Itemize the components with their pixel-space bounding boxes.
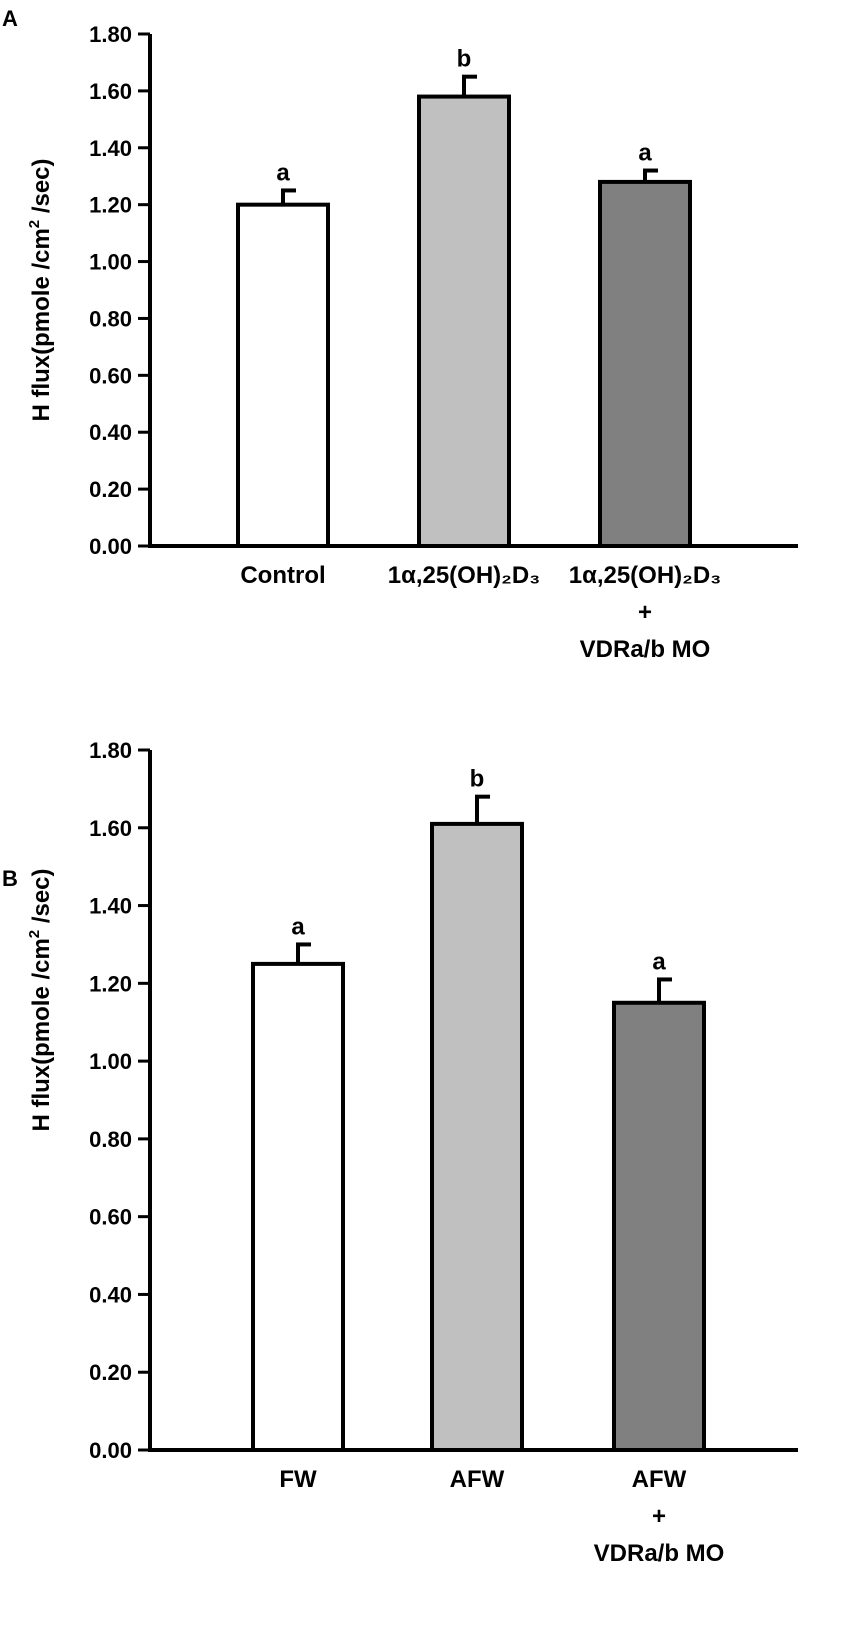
category-label: 1α,25(OH)₂D₃ (388, 562, 541, 589)
category-label: + (638, 599, 652, 626)
significance-labels: a b a (276, 46, 652, 187)
significance-label: b (457, 46, 472, 73)
bar (417, 94, 511, 548)
y-tick-label: 1.20 (89, 193, 132, 218)
bar (612, 1000, 706, 1452)
y-tick-label: 0.20 (89, 1360, 132, 1385)
panel-b: B H flux(pmole /cm2 /sec) 0.000.200.400.… (2, 738, 798, 1567)
y-tick-label: 0.40 (89, 420, 132, 445)
error-bars (281, 74, 658, 205)
significance-label: a (276, 159, 290, 186)
panel-label: A (2, 6, 18, 31)
y-ticks: 0.00 0.20 0.40 0.60 0.80 1.00 1.20 1.40 1.60 1.80 (89, 22, 150, 559)
y-tick-label: 0.60 (89, 363, 132, 388)
category-label: VDRa/b MO (594, 1540, 725, 1567)
category-label: AFW (632, 1466, 687, 1493)
bars (236, 94, 692, 549)
error-bars (296, 794, 672, 1003)
bar (251, 961, 345, 1453)
category-label: VDRa/b MO (580, 636, 711, 663)
y-ticks: 0.00 0.20 0.40 0.60 0.80 1.00 1.20 1.40 1.60 1.80 (89, 738, 150, 1463)
panel-label: B (2, 866, 18, 891)
panel-a: A H flux(pmole /cm2 /sec) 0.000.200.400.… (2, 6, 798, 663)
y-tick-label: 1.60 (89, 79, 132, 104)
significance-label: a (652, 948, 666, 975)
bars (251, 821, 706, 1453)
y-tick-label: 1.80 (89, 22, 132, 47)
significance-label: b (470, 766, 485, 793)
category-label: + (652, 1503, 666, 1530)
category-labels: Control 1α,25(OH)₂D₃ 1α,25(OH)₂D₃ + VDRa/b M… (240, 562, 721, 663)
y-tick-label: 1.80 (89, 738, 132, 763)
category-label: 1α,25(OH)₂D₃ (569, 562, 722, 589)
y-tick-label: 0.40 (89, 1282, 132, 1307)
y-tick-label: 0.80 (89, 306, 132, 331)
y-tick-label: 1.60 (89, 816, 132, 841)
y-tick-label: 1.40 (89, 894, 132, 919)
y-axis-label: H flux(pmole /cm2 /sec) (26, 158, 55, 421)
bar (236, 202, 330, 549)
category-labels: FW AFW AFW + VDRa/b MO (279, 1466, 724, 1567)
y-axis-label: H flux(pmole /cm2 /sec) (26, 868, 55, 1131)
y-tick-label: 1.00 (89, 1049, 132, 1074)
y-tick-label: 1.40 (89, 136, 132, 161)
bar (598, 179, 692, 549)
y-tick-label: 0.00 (89, 1438, 132, 1463)
y-tick-label: 0.00 (89, 534, 132, 559)
significance-label: a (291, 913, 305, 940)
y-tick-label: 1.20 (89, 971, 132, 996)
bar (430, 821, 524, 1452)
category-label: AFW (450, 1466, 505, 1493)
y-tick-label: 0.80 (89, 1127, 132, 1152)
y-tick-label: 0.20 (89, 477, 132, 502)
category-label: FW (279, 1466, 317, 1493)
category-label: Control (240, 562, 325, 589)
significance-labels: a b a (291, 766, 666, 976)
y-tick-label: 1.00 (89, 250, 132, 275)
y-tick-label: 0.60 (89, 1205, 132, 1230)
significance-label: a (638, 140, 652, 167)
